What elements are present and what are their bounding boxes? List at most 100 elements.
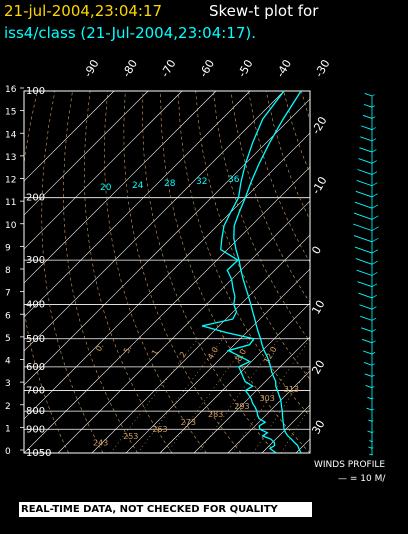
winds-profile-key: — = 10 M/ — [338, 474, 386, 484]
wind-barb — [371, 374, 375, 377]
height-tick-label: 2 — [5, 402, 11, 412]
pressure-tick-label: 400 — [26, 299, 45, 310]
wind-barb — [371, 249, 379, 254]
wind-barb — [353, 212, 373, 220]
wind-barb — [369, 453, 373, 456]
wind-barb — [362, 350, 373, 355]
theta-label: 303 — [260, 394, 275, 403]
temperature-tick-label: -80 — [120, 57, 140, 79]
wind-barb — [360, 315, 373, 321]
height-tick-label: 10 — [5, 221, 17, 231]
soundings — [201, 91, 302, 453]
mixing-ratio-value-label: 8.0 — [234, 347, 248, 363]
wind-barb — [360, 136, 373, 142]
temperature-tick-label: -50 — [235, 57, 255, 79]
wind-barb — [371, 420, 374, 422]
temperature-tick-label: -60 — [197, 57, 217, 79]
temperature-tick-label: 30 — [309, 418, 327, 437]
wind-barb — [363, 103, 373, 108]
pressure-tick-label: 700 — [26, 386, 45, 397]
isotherm-line — [295, 438, 310, 453]
dry-adiabat-line — [389, 91, 408, 453]
wind-barb — [371, 105, 376, 108]
wind-barb — [363, 361, 373, 366]
plot-frame — [23, 90, 311, 454]
mixing-ratio-value-label: 2 — [178, 350, 188, 359]
wind-barb — [367, 396, 373, 400]
mixing-ratio-label: 32 — [196, 177, 207, 187]
dry-adiabat-line — [301, 91, 310, 122]
wind-barb — [371, 351, 376, 355]
wind-barb — [356, 179, 373, 187]
temperature-tick-label: -40 — [274, 57, 294, 79]
wind-barb — [364, 93, 373, 97]
wind-barb — [371, 226, 379, 231]
isotherm-line — [227, 370, 310, 453]
temperature-tick-label: -30 — [312, 57, 332, 79]
wind-barb — [371, 138, 377, 142]
dry-adiabat-line — [24, 91, 69, 453]
wind-barb — [371, 408, 375, 411]
isotherm-line — [24, 91, 183, 250]
isotherm-line — [330, 91, 408, 453]
wind-barb — [371, 260, 378, 265]
height-tick-label: 6 — [5, 311, 11, 321]
dry-adiabat-line — [83, 91, 173, 453]
wind-barb — [371, 397, 374, 400]
wind-barb — [354, 201, 373, 209]
wind-barb — [371, 329, 376, 332]
isotherm-line — [24, 98, 310, 386]
mixing-ratio-line — [252, 366, 310, 453]
height-tick-label: 14 — [5, 130, 17, 140]
wind-barb — [371, 215, 379, 220]
temperature-tick-label: -10 — [309, 174, 329, 196]
wind-barb — [367, 430, 373, 433]
isotherm-line — [57, 200, 310, 453]
mixing-ratio-label: 20 — [100, 183, 112, 193]
theta-label: 313 — [284, 385, 299, 394]
wind-barb — [361, 125, 373, 131]
temperature-tick-label: -70 — [158, 57, 178, 79]
isotherm-line — [24, 91, 285, 352]
winds-profile — [352, 93, 379, 456]
wind-barb — [365, 385, 373, 389]
height-tick-label: 8 — [5, 266, 11, 276]
wind-barb — [354, 246, 373, 254]
height-tick-label: 9 — [5, 243, 11, 253]
wind-barb — [371, 431, 374, 433]
winds-profile-label: WINDS PROFILE — [314, 460, 386, 470]
wind-barb — [355, 190, 373, 198]
wind-barb — [371, 116, 376, 119]
sounding-subtitle: iss4/class (21-Jul-2004,23:04:17). — [4, 24, 257, 42]
quality-warning-banner: REAL-TIME DATA, NOT CHECKED FOR QUALITY — [19, 502, 312, 517]
theta-label: 283 — [208, 410, 223, 419]
wind-barb — [371, 454, 374, 456]
dry-adiabat-line — [63, 91, 138, 453]
height-tick-label: 1 — [5, 424, 11, 434]
mixing-ratio-line — [280, 406, 310, 453]
isotherm-line — [24, 91, 251, 318]
pressure-tick-label: 800 — [26, 406, 45, 417]
dry-adiabat-line — [160, 91, 310, 453]
wind-barb — [358, 292, 373, 299]
wind-barb — [371, 386, 375, 388]
mixing-ratio-label: 24 — [132, 181, 144, 191]
pressure-tick-label: 300 — [26, 255, 45, 266]
temperature-tick-label: 0 — [309, 244, 324, 257]
wind-barb — [358, 158, 373, 164]
wind-barb — [352, 223, 373, 232]
dry-adiabat-line — [283, 91, 310, 175]
theta-label: 273 — [181, 418, 196, 427]
isotherm-line — [193, 336, 310, 453]
wind-barb — [371, 237, 379, 243]
wind-barb — [371, 127, 376, 130]
wind-barb — [371, 204, 379, 209]
mixing-ratio-value-label: 0. — [94, 342, 106, 353]
theta-label: 263 — [152, 425, 167, 434]
wind-barb — [371, 182, 378, 187]
dry-adiabat-line — [142, 91, 276, 453]
height-tick-label: 5 — [5, 334, 11, 344]
isotherm-line — [261, 404, 310, 453]
mixing-ratio-value-label: 4.0 — [206, 345, 220, 361]
